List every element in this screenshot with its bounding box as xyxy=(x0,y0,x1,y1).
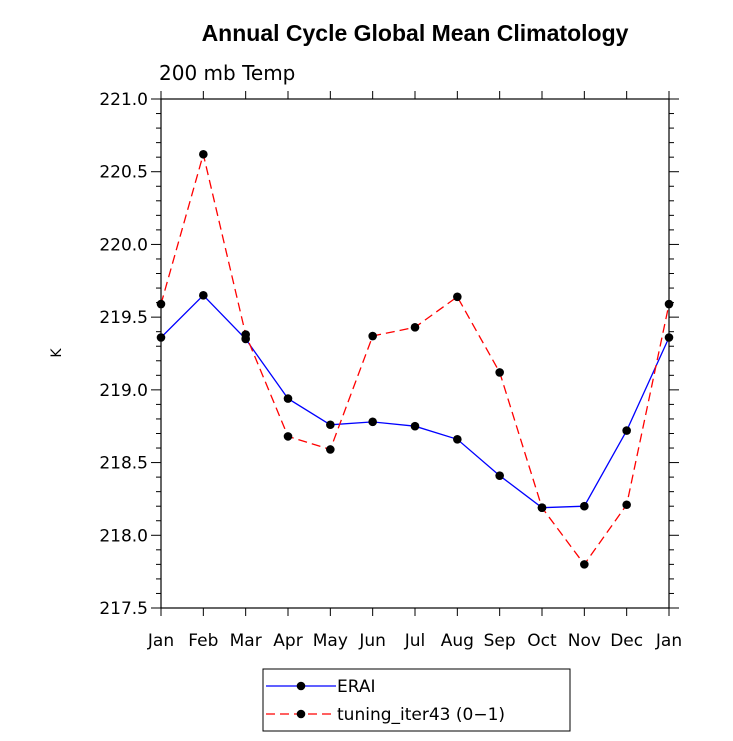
x-tick-label: Nov xyxy=(568,631,601,651)
y-axis-ticks: 217.5 218.0 218.5 219.0 219.5 220.0 220.5 221.0 xyxy=(99,90,679,619)
data-point-series-0 xyxy=(410,421,420,431)
data-point-series-1 xyxy=(622,500,631,510)
data-point-series-1 xyxy=(326,445,335,454)
x-tick-label: Aug xyxy=(441,631,474,651)
y-tick-label: 219.5 xyxy=(99,308,148,328)
data-point-series-1 xyxy=(453,292,462,302)
data-point-series-0 xyxy=(495,471,504,480)
x-tick-label: Dec xyxy=(610,631,643,651)
data-point-series-1 xyxy=(156,299,166,309)
y-tick-label: 220.5 xyxy=(99,163,148,183)
data-point-series-1 xyxy=(664,299,674,309)
legend-marker-erai xyxy=(296,681,306,691)
data-point-series-1 xyxy=(410,323,420,332)
data-point-series-1 xyxy=(537,503,547,512)
y-tick-label: 219.0 xyxy=(99,381,148,401)
data-point-series-0 xyxy=(453,435,462,444)
data-point-series-0 xyxy=(156,333,166,342)
x-tick-label: Jan xyxy=(147,631,174,651)
legend-label-erai: ERAI xyxy=(337,677,376,697)
x-axis-ticks: Jan Feb Mar Apr May Jun Jul Aug Sep Oct Nov Dec Jan xyxy=(147,91,682,651)
data-point-series-1 xyxy=(580,560,589,569)
x-tick-label: Sep xyxy=(484,631,516,651)
series-line-1 xyxy=(160,151,670,566)
y-tick-label: 220.0 xyxy=(99,235,148,255)
data-point-series-0 xyxy=(664,333,674,342)
plot-frame xyxy=(160,98,670,609)
data-point-series-1 xyxy=(241,330,250,339)
data-point-series-0 xyxy=(580,501,589,511)
legend-box xyxy=(262,668,571,732)
x-tick-label: Jul xyxy=(404,631,426,651)
data-point-series-1 xyxy=(368,331,377,341)
x-tick-label: Oct xyxy=(527,631,557,651)
x-tick-label: Mar xyxy=(230,631,262,651)
x-tick-label: May xyxy=(313,631,348,651)
data-point-series-0 xyxy=(326,420,335,430)
data-point-series-1 xyxy=(283,432,293,441)
y-tick-label: 217.5 xyxy=(99,599,148,619)
x-tick-label: Jan xyxy=(655,631,682,651)
y-tick-label: 218.5 xyxy=(99,454,148,474)
y-tick-label: 218.0 xyxy=(99,526,148,546)
y-axis-label: K xyxy=(49,348,65,358)
x-tick-label: Feb xyxy=(188,631,218,651)
x-tick-label: Apr xyxy=(273,631,302,651)
data-point-series-0 xyxy=(368,417,377,427)
legend: ERAI tuning_iter43 (0−1) xyxy=(262,668,571,732)
plot-border xyxy=(160,98,670,609)
data-point-series-1 xyxy=(199,149,208,159)
data-point-series-0 xyxy=(199,291,208,300)
data-point-series-1 xyxy=(495,368,504,377)
data-point-series-0 xyxy=(283,394,293,403)
series-layer xyxy=(156,149,674,569)
legend-label-tuning: tuning_iter43 (0−1) xyxy=(337,705,505,725)
chart-title: Annual Cycle Global Mean Climatology xyxy=(202,20,629,46)
x-tick-label: Jun xyxy=(358,631,386,651)
y-tick-label: 221.0 xyxy=(99,90,148,110)
data-point-series-0 xyxy=(622,426,631,435)
chart-subtitle: 200 mb Temp xyxy=(159,61,295,85)
legend-marker-tuning xyxy=(296,709,306,719)
